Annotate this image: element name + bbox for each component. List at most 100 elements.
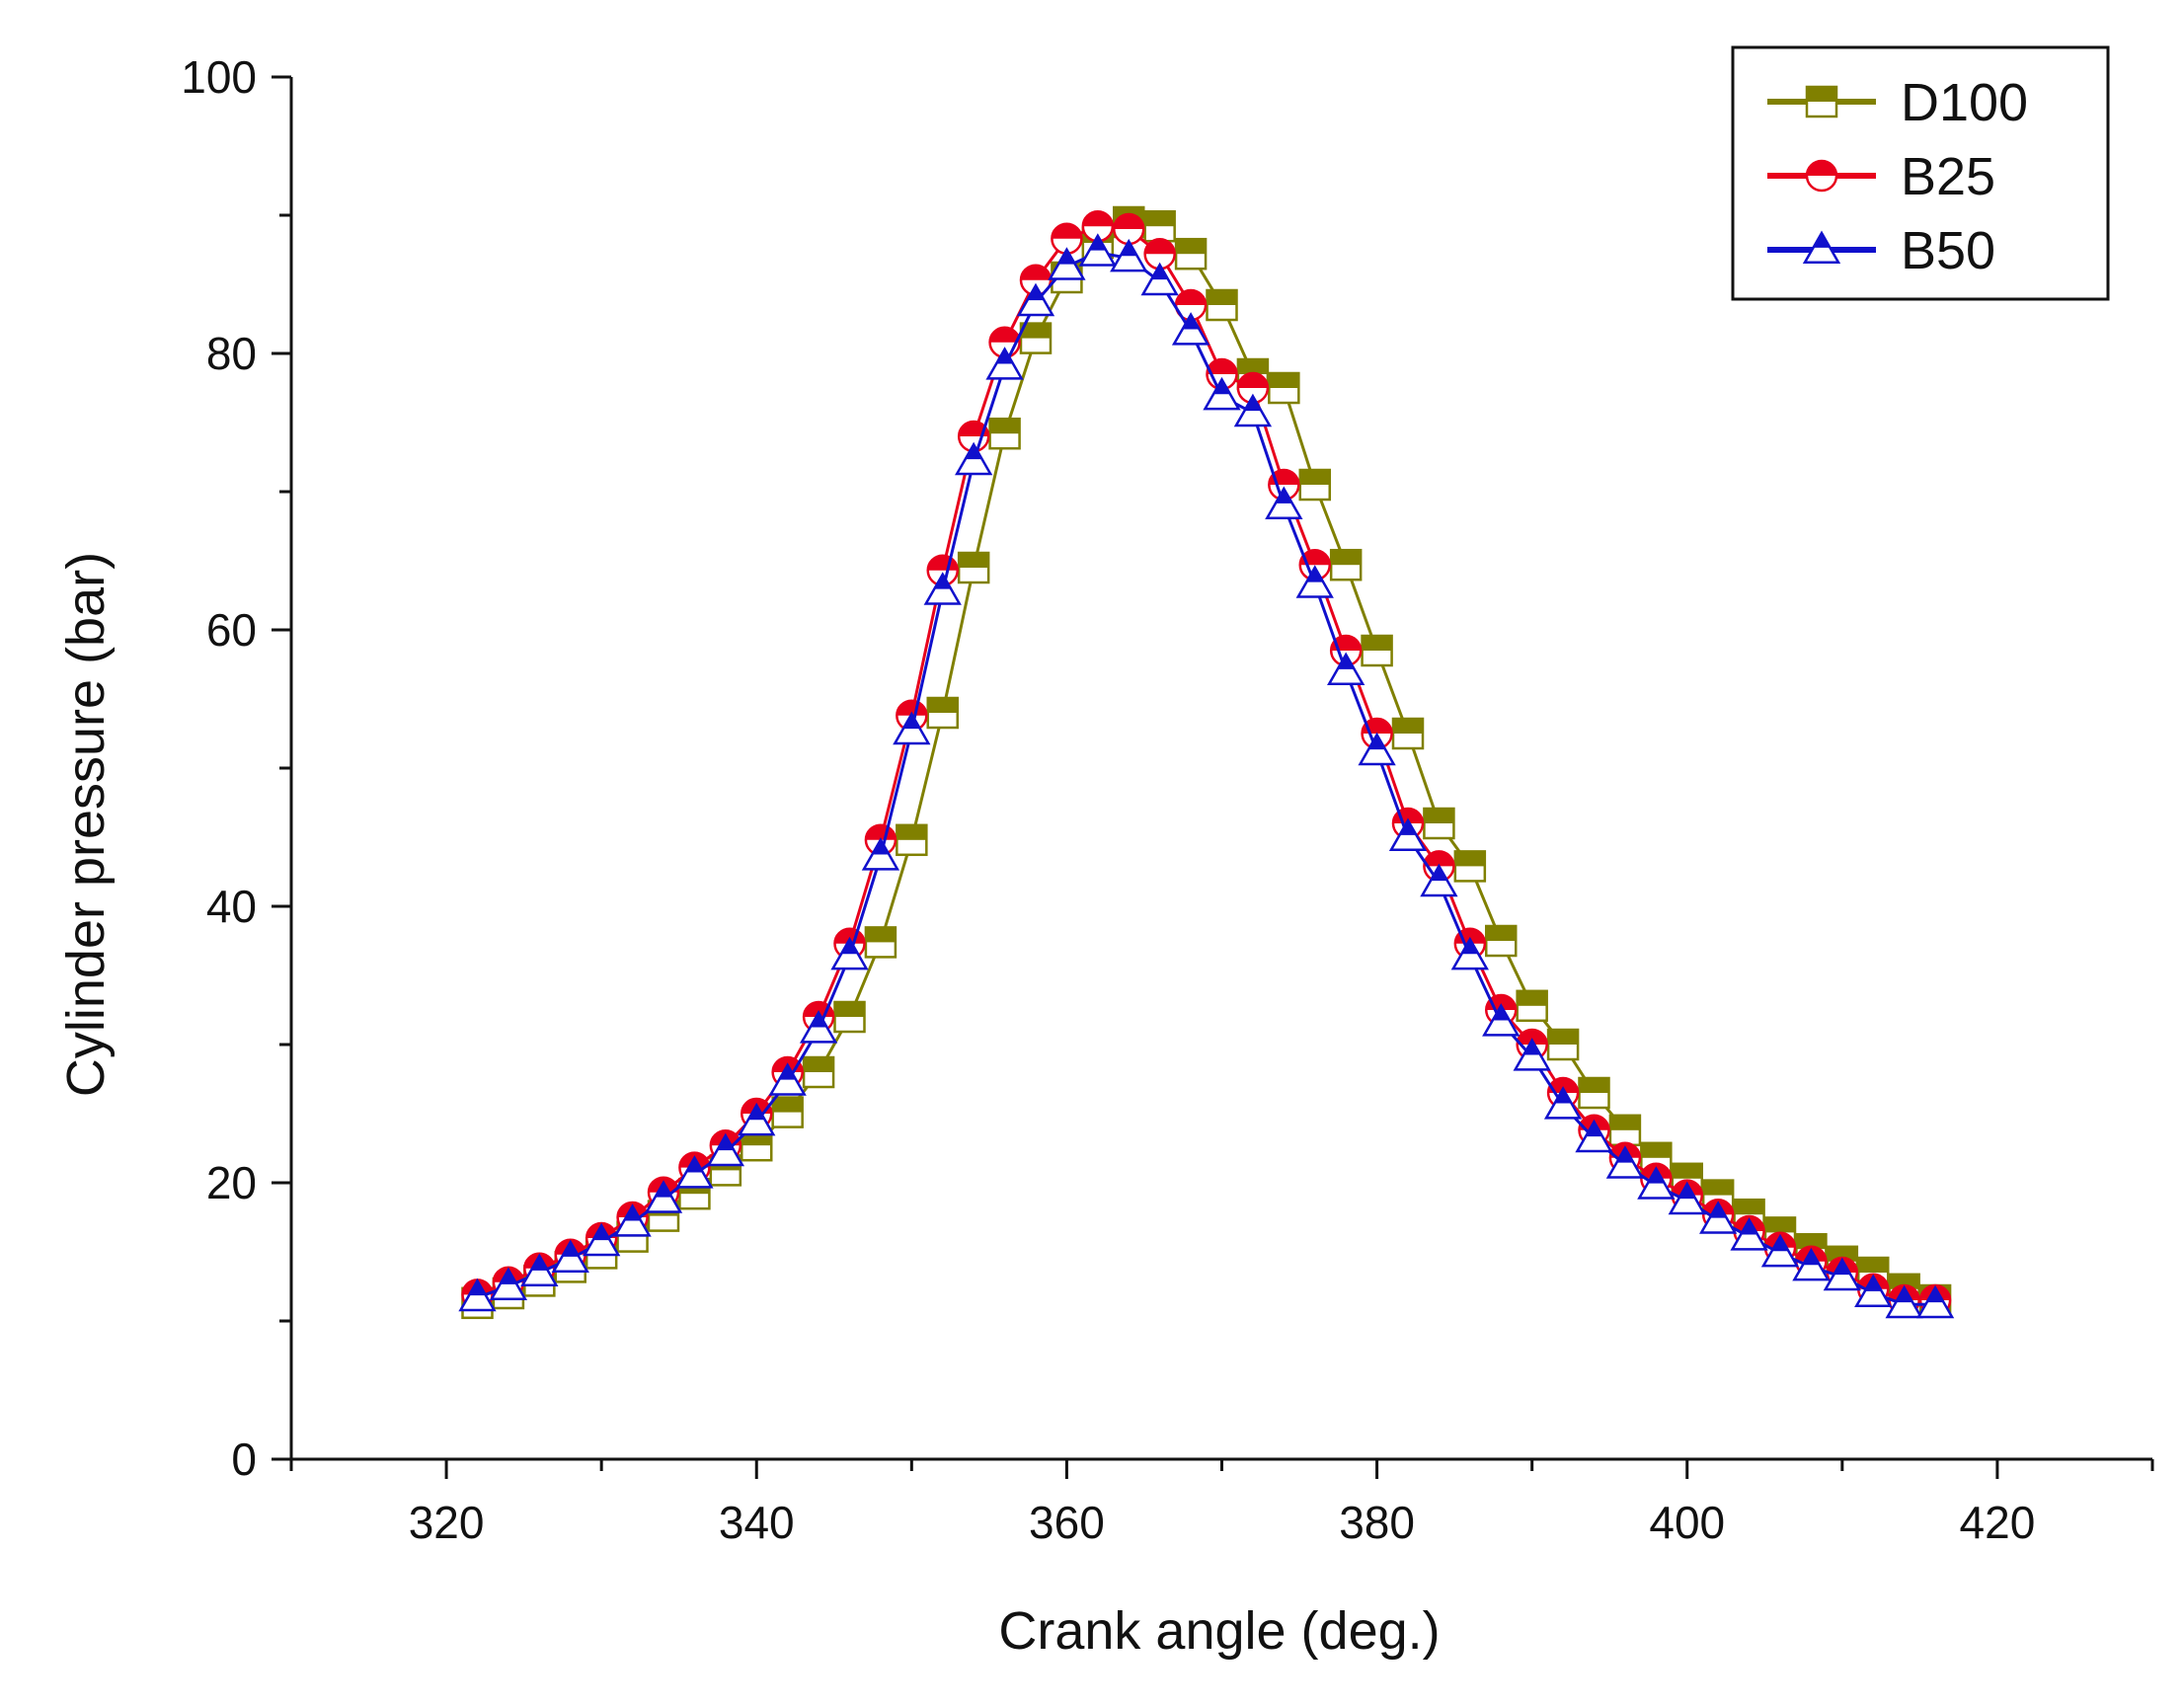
series-b50 (458, 233, 1955, 1319)
data-point-b50-fill (1275, 489, 1292, 504)
data-point-b50-fill (1554, 1088, 1572, 1104)
y-tick-label: 20 (206, 1157, 257, 1208)
data-point-b25-fill (1299, 550, 1330, 566)
data-point-d100-fill (1237, 359, 1268, 374)
data-point-d100-fill (1362, 636, 1392, 651)
data-point-b25-fill (1082, 211, 1113, 227)
y-tick-label: 100 (181, 51, 257, 103)
x-tick-label: 320 (409, 1497, 485, 1548)
data-point-d100-fill (1609, 1115, 1640, 1130)
data-point-d100-fill (1703, 1180, 1734, 1196)
data-point-b50-fill (1244, 396, 1262, 412)
data-point-d100-fill (1796, 1234, 1827, 1250)
data-point-b50-fill (1120, 241, 1137, 257)
data-point-d100-fill (1331, 550, 1362, 566)
data-point-d100-fill (1021, 323, 1051, 339)
data-point-b50-fill (747, 1105, 765, 1121)
data-point-b50-fill (965, 444, 982, 460)
legend-marker-b25-fill (1807, 161, 1836, 176)
data-point-d100-fill (1672, 1163, 1702, 1179)
series-line-b50 (476, 251, 1936, 1306)
data-point-d100-fill (772, 1097, 803, 1113)
data-point-d100-fill (1765, 1217, 1795, 1233)
data-point-b50-fill (1368, 735, 1386, 750)
data-point-b50-fill (1741, 1219, 1758, 1235)
data-point-b50-fill (872, 839, 890, 855)
data-point-b50-fill (685, 1157, 703, 1173)
data-point-b25-fill (989, 327, 1020, 343)
data-point-b25-fill (897, 700, 927, 716)
data-point-d100-fill (834, 1002, 865, 1017)
data-point-d100-fill (1144, 211, 1175, 227)
data-point-b50-fill (500, 1270, 517, 1284)
data-point-d100-fill (897, 824, 927, 840)
data-point-b25-fill (1021, 265, 1051, 280)
data-point-d100-fill (1269, 373, 1299, 388)
data-point-d100-fill (1207, 290, 1237, 305)
data-point-b50-fill (810, 1012, 827, 1028)
y-tick-label: 40 (206, 881, 257, 932)
data-point-b50-fill (1089, 235, 1107, 251)
data-point-d100-fill (865, 927, 896, 943)
data-point-b50-fill (1027, 285, 1045, 301)
x-tick-label: 340 (719, 1497, 795, 1548)
data-point-b25-fill (1144, 239, 1175, 255)
legend-label-b25: B25 (1901, 147, 1995, 206)
plot-layer: 320 340 360 380 400 420 0 20 40 60 80 100 (181, 51, 2154, 1548)
data-point-b25-fill (1176, 290, 1207, 305)
data-point-b50-fill (1337, 655, 1355, 669)
y-axis-label: Cylinder pressure (bar) (56, 552, 116, 1097)
x-tick-label: 380 (1339, 1497, 1415, 1548)
data-point-b25-fill (927, 555, 958, 571)
data-point-b50-fill (530, 1256, 548, 1271)
data-point-d100-fill (1454, 851, 1485, 867)
data-point-d100-fill (1424, 809, 1454, 823)
x-tick-label: 360 (1029, 1497, 1105, 1548)
legend-label-d100: D100 (1901, 73, 2028, 132)
legend: D100 B25 B50 (1731, 45, 2110, 301)
data-point-d100-fill (1548, 1030, 1579, 1045)
data-point-b50-fill (592, 1225, 610, 1241)
data-point-b50-fill (1771, 1236, 1789, 1252)
data-point-b50-fill (779, 1064, 797, 1080)
data-point-b50-fill (1864, 1277, 1882, 1291)
legend-marker-b50-fill (1813, 233, 1831, 248)
data-point-b50-fill (1399, 820, 1417, 835)
data-point-d100-fill (1486, 926, 1517, 941)
data-point-b50-fill (1678, 1184, 1696, 1200)
data-point-b50-fill (1709, 1203, 1727, 1218)
data-point-d100-fill (1579, 1078, 1609, 1093)
data-point-d100-fill (1299, 470, 1330, 485)
data-point-b50-fill (562, 1242, 580, 1257)
data-point-b50-fill (1586, 1122, 1602, 1137)
data-point-b50-fill (1926, 1287, 1944, 1303)
data-point-b50-fill (655, 1182, 672, 1198)
data-point-b50-fill (1647, 1168, 1665, 1184)
data-point-b50-fill (1151, 265, 1169, 280)
data-point-b50-fill (934, 574, 952, 589)
data-point-b50-fill (1306, 567, 1324, 582)
series-b25 (461, 209, 1952, 1317)
data-point-d100-fill (1176, 239, 1207, 255)
data-point-b25-fill (959, 422, 989, 436)
data-point-b50-fill (1213, 379, 1230, 395)
data-point-b25-fill (1548, 1078, 1579, 1093)
data-point-d100-fill (1734, 1200, 1764, 1215)
data-point-b50-fill (1461, 939, 1479, 955)
data-point-b50-fill (1182, 314, 1200, 330)
data-point-b25-fill (1207, 359, 1237, 374)
data-point-b50-fill (717, 1135, 735, 1151)
data-point-b25-fill (1424, 851, 1454, 867)
data-point-b50-fill (1802, 1250, 1820, 1266)
data-point-b50-fill (1057, 249, 1075, 265)
data-point-b50-fill (1616, 1147, 1634, 1163)
data-point-d100-fill (959, 553, 989, 568)
data-point-b50-fill (841, 939, 858, 955)
data-point-b50-fill (1492, 1005, 1510, 1021)
data-point-b50-fill (1430, 866, 1447, 882)
y-tick-label: 80 (206, 328, 257, 379)
data-point-d100-fill (1517, 990, 1547, 1006)
data-point-b50-fill (1833, 1260, 1851, 1276)
data-point-d100-fill (927, 698, 958, 713)
